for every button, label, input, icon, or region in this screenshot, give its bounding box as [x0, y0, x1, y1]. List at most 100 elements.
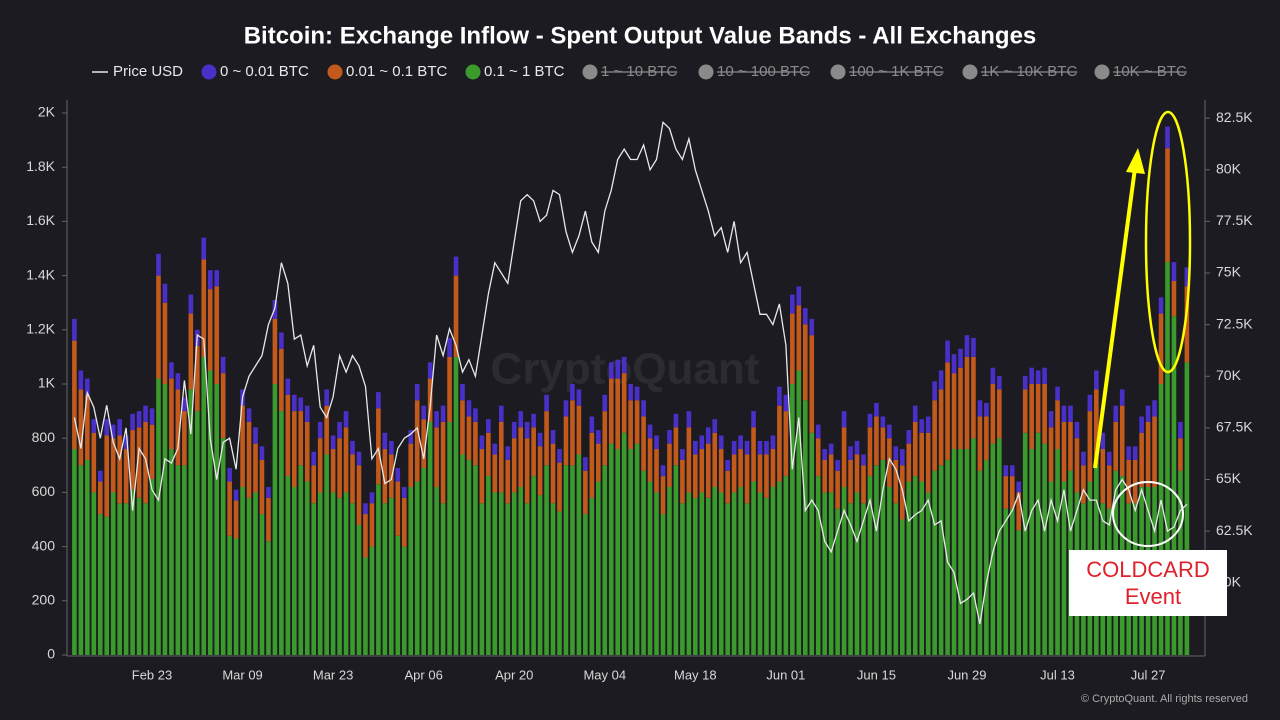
bar-segment	[667, 443, 672, 487]
x-tick-label: Mar 09	[222, 667, 262, 682]
bar-segment	[912, 405, 918, 422]
bar-segment	[266, 497, 271, 542]
bar-segment	[1074, 421, 1080, 439]
bar-segment	[557, 462, 562, 512]
bar-segment	[78, 389, 84, 466]
bar-segment	[175, 389, 181, 466]
bar-segment	[253, 427, 258, 444]
bar-segment	[473, 408, 478, 422]
bar-segment	[518, 427, 523, 487]
bar-segment	[1126, 446, 1131, 460]
bar-segment	[887, 438, 892, 487]
bar-segment	[977, 400, 983, 417]
bar-segment	[259, 459, 265, 515]
bar-segment	[628, 400, 633, 450]
bar-segment	[343, 411, 349, 428]
bar-segment	[1009, 508, 1015, 655]
bar-segment	[815, 438, 821, 477]
bar-segment	[486, 419, 491, 433]
bar-segment	[91, 432, 97, 493]
bar-segment	[1184, 286, 1190, 363]
bar-segment	[498, 492, 504, 655]
y2-tick-label: 75K	[1216, 264, 1242, 280]
bar-segment	[602, 465, 608, 655]
bar-segment	[1184, 362, 1190, 655]
bar-segment	[479, 503, 485, 655]
bar-segment	[207, 289, 213, 371]
bar-segment	[1165, 148, 1170, 263]
bar-segment	[699, 492, 705, 655]
bar-segment	[589, 432, 595, 498]
bar-segment	[207, 270, 213, 290]
bar-segment	[563, 465, 569, 655]
bar-segment	[188, 389, 194, 655]
bar-segment	[570, 400, 575, 466]
bar-segment	[395, 468, 401, 482]
bar-segment	[693, 454, 698, 498]
bar-segment	[1119, 389, 1125, 406]
bar-segment	[1042, 443, 1047, 655]
bar-segment	[123, 503, 129, 655]
bar-segment	[906, 430, 912, 444]
bar-segment	[343, 492, 349, 655]
bar-segment	[848, 459, 853, 504]
bar-segment	[356, 465, 362, 525]
bar-segment	[395, 481, 401, 536]
bar-segment	[686, 492, 692, 655]
bar-segment	[557, 449, 562, 463]
bar-segment	[938, 389, 944, 466]
bar-segment	[317, 438, 323, 493]
bar-segment	[971, 438, 976, 655]
bar-segment	[408, 486, 414, 655]
bar-segment	[201, 356, 207, 655]
bar-segment	[673, 465, 679, 655]
bar-segment	[85, 459, 90, 655]
bar-segment	[984, 416, 989, 460]
x-tick-label: Feb 23	[132, 667, 172, 682]
bar-segment	[220, 438, 226, 655]
bar-segment	[570, 384, 575, 401]
bar-segment	[1061, 421, 1067, 482]
bar-segment	[802, 308, 808, 325]
legend-label[interactable]: Price USD	[113, 63, 183, 80]
bar-segment	[718, 449, 724, 493]
bar-segment	[621, 373, 627, 433]
bar-segment	[266, 541, 271, 655]
bar-segment	[550, 430, 556, 444]
bar-segment	[576, 454, 582, 655]
annotation-text: COLDCARD	[1086, 557, 1209, 582]
bar-segment	[356, 451, 362, 466]
bar-segment	[1074, 438, 1080, 493]
bar-segment	[764, 497, 769, 655]
bar-segment	[802, 324, 808, 401]
x-tick-label: Jul 27	[1131, 667, 1166, 682]
bar-segment	[835, 508, 840, 655]
bar-segment	[1087, 394, 1093, 412]
bar-segment	[848, 503, 853, 655]
bar-segment	[460, 400, 465, 455]
legend-label[interactable]: 0.1 ~ 1 BTC	[484, 63, 565, 80]
bar-segment	[311, 451, 317, 466]
bar-segment	[1178, 438, 1183, 471]
bar-segment	[912, 421, 918, 477]
bar-segment	[570, 465, 575, 655]
bar-segment	[130, 489, 135, 655]
bar-segment	[220, 373, 226, 439]
bar-segment	[317, 492, 323, 655]
bar-segment	[680, 459, 685, 504]
bar-segment	[240, 486, 245, 655]
bar-segment	[537, 495, 543, 655]
bar-segment	[951, 373, 957, 450]
bar-segment	[790, 384, 795, 655]
bar-segment	[460, 384, 465, 401]
bar-segment	[841, 411, 847, 428]
bar-segment	[233, 500, 239, 539]
bar-segment	[343, 427, 349, 493]
bar-segment	[544, 411, 549, 466]
legend-label[interactable]: 0.01 ~ 0.1 BTC	[346, 63, 447, 80]
bar-segment	[686, 411, 692, 428]
bar-segment	[123, 449, 129, 504]
bar-segment	[531, 413, 536, 428]
legend-label[interactable]: 0 ~ 0.01 BTC	[220, 63, 309, 80]
bar-segment	[324, 389, 329, 406]
